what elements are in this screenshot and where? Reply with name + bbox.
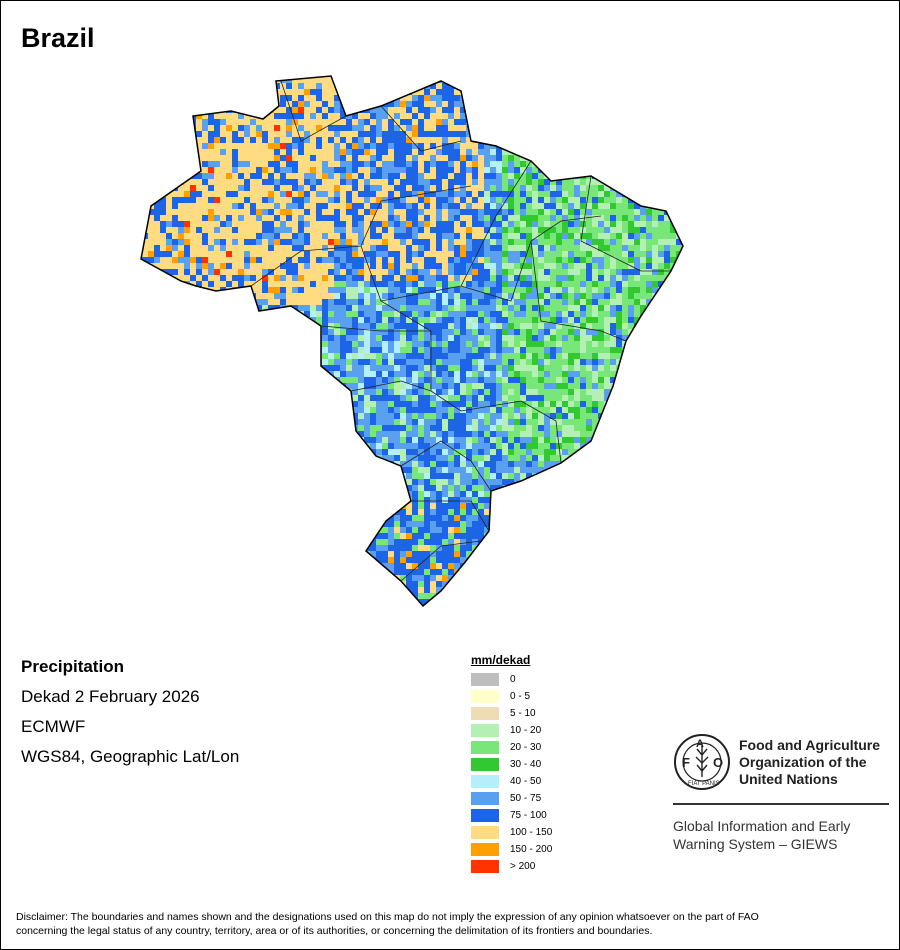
legend-label: 100 - 150 (510, 827, 553, 838)
product-name: Precipitation (21, 657, 124, 676)
map-info: Precipitation Dekad 2 February 2026 ECMW… (21, 657, 239, 777)
state-borders (250, 80, 671, 582)
legend-label: 0 (510, 674, 516, 685)
map-title: Brazil (21, 23, 95, 53)
legend-rows: 0 0 - 5 5 - 10 10 - 20 20 - 30 30 - 40 40 - 50… (471, 671, 552, 875)
legend-row: 10 - 20 (471, 722, 552, 739)
legend-row: 20 - 30 (471, 739, 552, 756)
legend-swatch (471, 775, 499, 788)
precipitation-map (140, 75, 684, 608)
legend-swatch (471, 792, 499, 805)
legend-label: 150 - 200 (510, 844, 553, 855)
period-label: Dekad 2 February 2026 (21, 687, 200, 706)
source-label: ECMWF (21, 717, 86, 736)
projection-label: WGS84, Geographic Lat/Lon (21, 747, 240, 766)
legend-row: 0 - 5 (471, 688, 552, 705)
legend-swatch (471, 690, 499, 703)
legend-row: 40 - 50 (471, 773, 552, 790)
legend: mm/dekad 0 0 - 5 5 - 10 10 - 20 20 - 30 30 - … (471, 653, 552, 875)
legend-swatch (471, 860, 499, 873)
legend-swatch (471, 758, 499, 771)
legend-row: 75 - 100 (471, 807, 552, 824)
disclaimer: Disclaimer: The boundaries and names sho… (16, 910, 886, 938)
giews-line-1: Global Information and Early (673, 818, 851, 834)
legend-row: 100 - 150 (471, 824, 552, 841)
legend-label: 20 - 30 (510, 742, 542, 753)
legend-row: > 200 (471, 858, 552, 875)
legend-label: 75 - 100 (510, 810, 547, 821)
legend-label: 40 - 50 (510, 776, 542, 787)
fao-divider (673, 803, 889, 805)
legend-swatch (471, 826, 499, 839)
legend-label: 30 - 40 (510, 759, 542, 770)
precipitation-raster (141, 76, 683, 606)
disclaimer-line-1: Disclaimer: The boundaries and names sho… (16, 911, 759, 923)
country-border (140, 75, 684, 608)
legend-swatch (471, 741, 499, 754)
legend-swatch (471, 673, 499, 686)
legend-label: > 200 (510, 861, 536, 872)
legend-title: mm/dekad (471, 653, 531, 667)
legend-label: 50 - 75 (510, 793, 542, 804)
fao-org-line-3: United Nations (739, 770, 838, 787)
legend-label: 10 - 20 (510, 725, 542, 736)
legend-row: 50 - 75 (471, 790, 552, 807)
legend-row: 0 (471, 671, 552, 688)
legend-row: 150 - 200 (471, 841, 552, 858)
legend-swatch (471, 843, 499, 856)
fao-logo-block: F A O FIAT PANIS Food and Agriculture Or… (673, 733, 889, 853)
giews-name: Global Information and Early Warning Sys… (673, 817, 889, 853)
legend-label: 0 - 5 (510, 691, 531, 702)
fao-org-line-1: Food and Agriculture (739, 736, 881, 753)
disclaimer-line-2: concerning the legal status of any count… (16, 925, 653, 937)
legend-row: 30 - 40 (471, 756, 552, 773)
giews-line-2: Warning System – GIEWS (673, 836, 838, 852)
fao-org-name: Food and Agriculture Organization of the… (739, 737, 880, 788)
fao-emblem-icon: F A O FIAT PANIS (674, 734, 730, 790)
legend-label: 5 - 10 (510, 708, 536, 719)
legend-swatch (471, 707, 499, 720)
legend-swatch (471, 809, 499, 822)
legend-row: 5 - 10 (471, 705, 552, 722)
legend-swatch (471, 724, 499, 737)
fao-org-line-2: Organization of the (739, 753, 867, 770)
